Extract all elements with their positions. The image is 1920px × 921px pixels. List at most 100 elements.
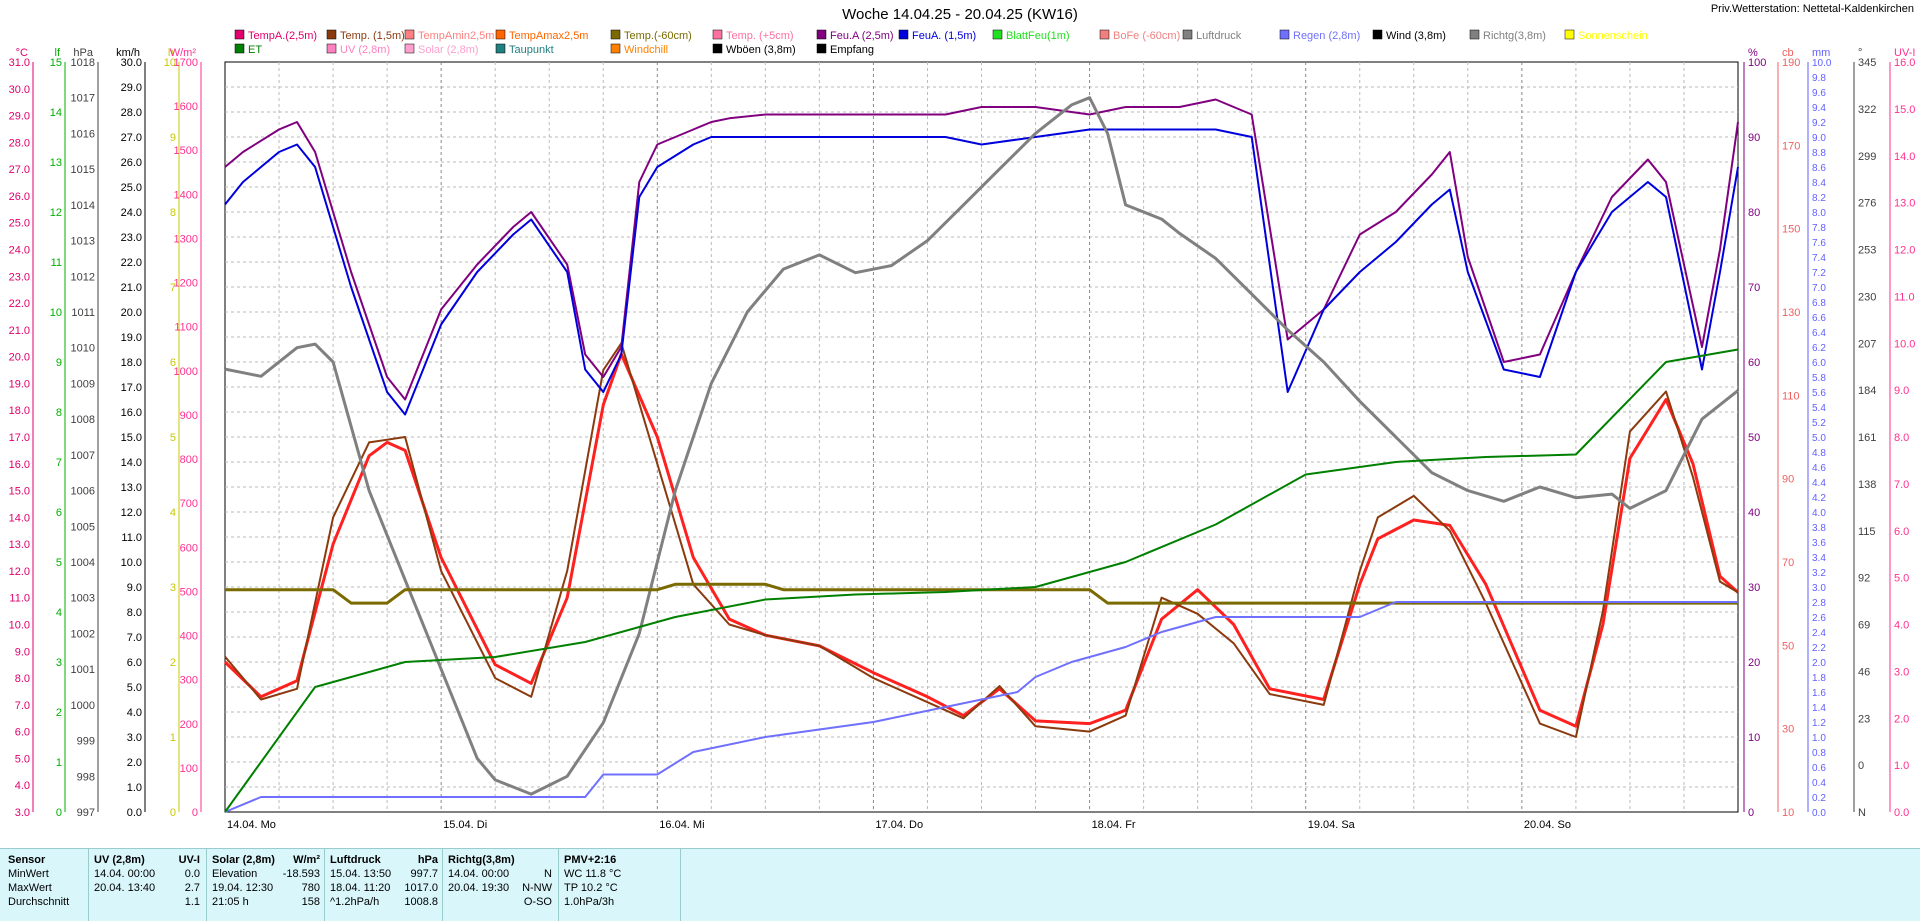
right-axis-tick: 1.6 bbox=[1812, 688, 1826, 699]
legend-label: Taupunkt bbox=[509, 44, 554, 56]
x-axis-label: 15.04. Di bbox=[443, 819, 487, 831]
left-axis-tick: 1004 bbox=[71, 557, 95, 569]
legend-label: BlattFeu(1m) bbox=[1006, 30, 1070, 42]
right-axis-tick: 230 bbox=[1858, 291, 1876, 303]
legend-swatch bbox=[712, 43, 723, 54]
left-axis-tick: 7.0 bbox=[15, 700, 30, 712]
left-axis-unit: lf bbox=[55, 47, 61, 59]
footer-solar-max: 780 bbox=[301, 882, 320, 894]
right-axis-tick: 3.4 bbox=[1812, 553, 1826, 564]
legend-swatch bbox=[495, 43, 506, 54]
left-axis-tick: 8 bbox=[170, 207, 176, 219]
legend-label: Sonnenschein bbox=[1578, 30, 1648, 42]
left-axis-tick: 0 bbox=[56, 807, 62, 819]
left-axis-tick: 1600 bbox=[174, 101, 198, 113]
left-axis-tick: 30.0 bbox=[121, 57, 142, 69]
right-axis-tick: 0.6 bbox=[1812, 763, 1826, 774]
right-axis-tick: 4.2 bbox=[1812, 493, 1826, 504]
left-axis-tick: 1200 bbox=[174, 278, 198, 290]
right-axis-tick: 2.0 bbox=[1812, 658, 1826, 669]
right-axis-tick: 80 bbox=[1748, 207, 1760, 219]
x-axis-label: 16.04. Mi bbox=[659, 819, 704, 831]
right-axis-tick: 5.4 bbox=[1812, 403, 1826, 414]
right-axis-tick: 6.0 bbox=[1894, 526, 1909, 538]
left-axis-tick: 0.0 bbox=[127, 807, 142, 819]
left-axis-tick: 11.0 bbox=[121, 532, 142, 544]
left-axis-tick: 14.0 bbox=[9, 512, 30, 524]
right-axis-tick: 161 bbox=[1858, 432, 1876, 444]
left-axis-tick: 11 bbox=[51, 257, 62, 269]
right-axis-tick: 6.4 bbox=[1812, 328, 1826, 339]
right-axis-tick: 100 bbox=[1748, 57, 1766, 69]
footer-solar-avg: 158 bbox=[301, 896, 320, 908]
right-axis-tick: 8.2 bbox=[1812, 193, 1826, 204]
right-axis-tick: 3.0 bbox=[1894, 666, 1909, 678]
left-axis-tick: 12.0 bbox=[9, 566, 30, 578]
right-axis-tick: 0 bbox=[1748, 807, 1754, 819]
left-axis-tick: 1 bbox=[170, 732, 176, 744]
left-axis-tick: 12 bbox=[50, 207, 62, 219]
left-axis-tick: 6.0 bbox=[15, 727, 30, 739]
right-axis-tick: 40 bbox=[1748, 507, 1760, 519]
left-axis-tick: 5 bbox=[56, 557, 62, 569]
left-axis-tick: 25.0 bbox=[121, 182, 142, 194]
x-axis-label: 20.04. So bbox=[1524, 819, 1571, 831]
right-axis-tick: 9.2 bbox=[1812, 118, 1826, 129]
left-axis-tick: 4.0 bbox=[127, 707, 142, 719]
footer-divider bbox=[324, 849, 325, 921]
right-axis-tick: 7.0 bbox=[1812, 283, 1826, 294]
right-axis-tick: 8.0 bbox=[1894, 432, 1909, 444]
footer-solar-min: -18.593 bbox=[282, 868, 320, 880]
left-axis-tick: 1003 bbox=[71, 593, 95, 605]
footer-divider bbox=[88, 849, 89, 921]
legend-swatch bbox=[610, 29, 621, 40]
footer-pressure-values: hPa 997.7 1017.0 1008.8 bbox=[394, 853, 438, 909]
legend-swatch bbox=[234, 29, 245, 40]
right-axis-tick: 7.0 bbox=[1894, 479, 1909, 491]
right-axis-tick: 30 bbox=[1748, 582, 1760, 594]
series-line bbox=[224, 342, 1739, 738]
legend-label: Regen (2,8m) bbox=[1293, 30, 1360, 42]
right-axis-tick: 10 bbox=[1748, 732, 1760, 744]
series-line bbox=[224, 601, 1738, 813]
footer-sensor-col: Sensor MinWert MaxWert Durchschnitt bbox=[8, 853, 69, 909]
left-axis-tick: 1400 bbox=[174, 189, 198, 201]
right-axis-tick: 12.0 bbox=[1894, 245, 1915, 257]
legend-label: Empfang bbox=[830, 44, 874, 56]
footer-uv-max-date: 20.04. 13:40 bbox=[94, 882, 156, 894]
legend-label: BoFe (-60cm) bbox=[1113, 30, 1180, 42]
right-axis-tick: 11.0 bbox=[1894, 291, 1915, 303]
right-axis-tick: 2.0 bbox=[1894, 713, 1909, 725]
right-axis-tick: 299 bbox=[1858, 151, 1876, 163]
right-axis-tick: 23 bbox=[1858, 713, 1870, 725]
right-axis-tick: 190 bbox=[1782, 57, 1800, 69]
footer-solar-min-date: Elevation bbox=[212, 868, 258, 880]
left-axis-tick: 6 bbox=[170, 357, 176, 369]
right-axis-tick: 2.8 bbox=[1812, 598, 1826, 609]
right-axis-tick: 69 bbox=[1858, 620, 1870, 632]
footer-uv-col: UV (2,8m) 14.04. 00:00 20.04. 13:40 bbox=[94, 853, 204, 909]
legend-swatch bbox=[1099, 29, 1110, 40]
right-axis-tick: 6.0 bbox=[1812, 358, 1826, 369]
left-axis-tick: 900 bbox=[180, 410, 198, 422]
left-axis-tick: 25.0 bbox=[9, 218, 30, 230]
legend-label: Temp.(-60cm) bbox=[624, 30, 692, 42]
right-axis-tick: 2.2 bbox=[1812, 643, 1826, 654]
right-axis-tick: 90 bbox=[1782, 474, 1794, 486]
footer-solar-col: Solar (2,8m) Elevation 19.04. 12:30 21:0… bbox=[212, 853, 322, 909]
left-axis-tick: 5 bbox=[170, 432, 176, 444]
right-axis-tick: 3.2 bbox=[1812, 568, 1826, 579]
left-axis-tick: 30.0 bbox=[9, 84, 30, 96]
right-axis-tick: 10.0 bbox=[1894, 338, 1915, 350]
x-axis-label: 17.04. Do bbox=[875, 819, 923, 831]
left-axis-tick: 4 bbox=[56, 607, 62, 619]
legend-label: UV (2,8m) bbox=[340, 44, 390, 56]
left-axis-tick: 1014 bbox=[71, 200, 95, 212]
series-line bbox=[223, 352, 1740, 728]
footer-pressure-trend: 1.0hPa/3h bbox=[564, 896, 615, 908]
left-axis-tick: 31.0 bbox=[9, 57, 30, 69]
right-axis-tick: 46 bbox=[1858, 666, 1870, 678]
left-axis-tick: 16.0 bbox=[121, 407, 142, 419]
left-axis-tick: 7 bbox=[56, 457, 62, 469]
series-line bbox=[224, 128, 1739, 416]
